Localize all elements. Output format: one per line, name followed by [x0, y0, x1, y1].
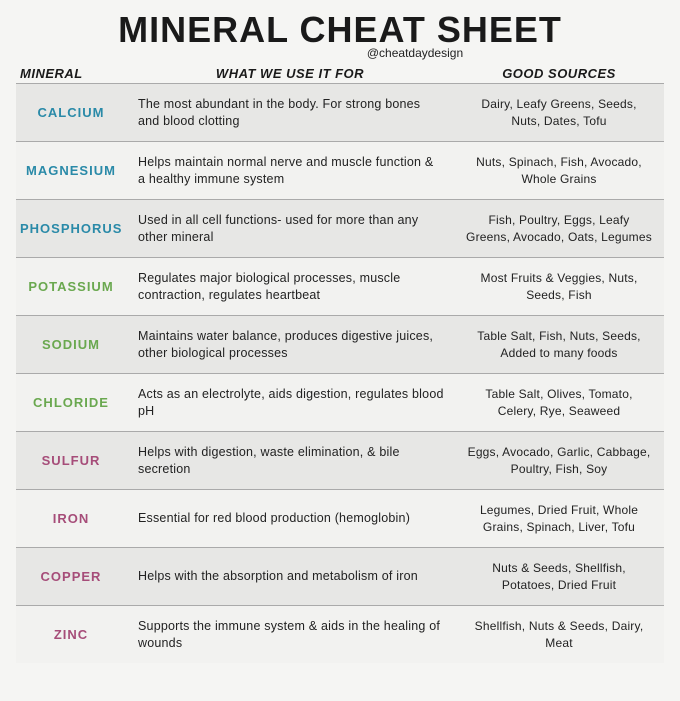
mineral-use: Regulates major biological processes, mu… — [126, 270, 454, 304]
mineral-use: Used in all cell functions- used for mor… — [126, 212, 454, 246]
mineral-use: Supports the immune system & aids in the… — [126, 618, 454, 652]
mineral-name: IRON — [16, 511, 126, 526]
mineral-sources: Nuts & Seeds, Shellfish, Potatoes, Dried… — [454, 560, 664, 592]
mineral-name: ZINC — [16, 627, 126, 642]
mineral-use: The most abundant in the body. For stron… — [126, 96, 454, 130]
mineral-name: CHLORIDE — [16, 395, 126, 410]
mineral-use: Helps maintain normal nerve and muscle f… — [126, 154, 454, 188]
mineral-name: CALCIUM — [16, 105, 126, 120]
mineral-name: SULFUR — [16, 453, 126, 468]
table-row: PHOSPHORUSUsed in all cell functions- us… — [16, 199, 664, 257]
header-sources: GOOD SOURCES — [454, 66, 664, 81]
mineral-sources: Table Salt, Fish, Nuts, Seeds, Added to … — [454, 328, 664, 360]
mineral-name: COPPER — [16, 569, 126, 584]
table-row: CHLORIDEActs as an electrolyte, aids dig… — [16, 373, 664, 431]
mineral-sources: Shellfish, Nuts & Seeds, Dairy, Meat — [454, 618, 664, 650]
mineral-sources: Most Fruits & Veggies, Nuts, Seeds, Fish — [454, 270, 664, 302]
mineral-use: Helps with digestion, waste elimination,… — [126, 444, 454, 478]
mineral-use: Acts as an electrolyte, aids digestion, … — [126, 386, 454, 420]
mineral-sources: Nuts, Spinach, Fish, Avocado, Whole Grai… — [454, 154, 664, 186]
mineral-name: POTASSIUM — [16, 279, 126, 294]
mineral-name: SODIUM — [16, 337, 126, 352]
table-row: SODIUMMaintains water balance, produces … — [16, 315, 664, 373]
mineral-sources: Fish, Poultry, Eggs, Leafy Greens, Avoca… — [454, 212, 664, 244]
table-row: CALCIUMThe most abundant in the body. Fo… — [16, 83, 664, 141]
table-row: IRONEssential for red blood production (… — [16, 489, 664, 547]
header-mineral: MINERAL — [16, 66, 126, 81]
header-use: WHAT WE USE IT FOR — [126, 66, 454, 81]
mineral-use: Maintains water balance, produces digest… — [126, 328, 454, 362]
mineral-name: PHOSPHORUS — [16, 221, 126, 236]
mineral-use: Essential for red blood production (hemo… — [126, 510, 454, 527]
mineral-sources: Eggs, Avocado, Garlic, Cabbage, Poultry,… — [454, 444, 664, 476]
mineral-sources: Table Salt, Olives, Tomato, Celery, Rye,… — [454, 386, 664, 418]
mineral-sources: Legumes, Dried Fruit, Whole Grains, Spin… — [454, 502, 664, 534]
table-row: MAGNESIUMHelps maintain normal nerve and… — [16, 141, 664, 199]
table-row: SULFURHelps with digestion, waste elimin… — [16, 431, 664, 489]
mineral-name: MAGNESIUM — [16, 163, 126, 178]
table-row: COPPERHelps with the absorption and meta… — [16, 547, 664, 605]
table-row: ZINCSupports the immune system & aids in… — [16, 605, 664, 663]
mineral-use: Helps with the absorption and metabolism… — [126, 568, 454, 585]
table-headers: MINERAL WHAT WE USE IT FOR GOOD SOURCES — [16, 66, 664, 81]
table-row: POTASSIUMRegulates major biological proc… — [16, 257, 664, 315]
table-body: CALCIUMThe most abundant in the body. Fo… — [16, 83, 664, 663]
page-title: MINERAL CHEAT SHEET — [16, 12, 664, 48]
mineral-sources: Dairy, Leafy Greens, Seeds, Nuts, Dates,… — [454, 96, 664, 128]
